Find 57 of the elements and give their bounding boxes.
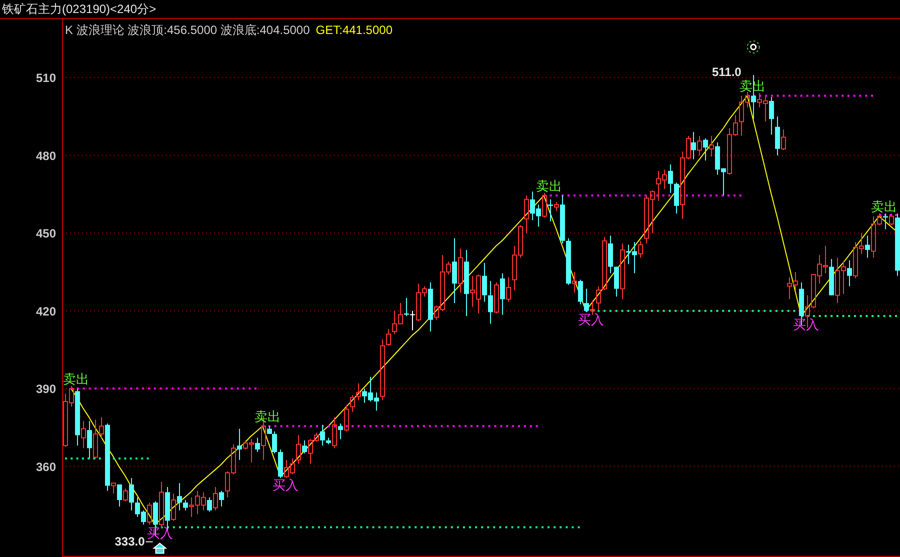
candlestick <box>775 116 780 156</box>
subtitle: K 波浪理论 波浪顶:456.5000 波浪底:404.5000 <box>65 23 310 37</box>
candlestick <box>506 276 511 302</box>
candlestick <box>865 235 870 258</box>
candlestick <box>452 238 457 304</box>
candlestick <box>572 271 577 294</box>
candlestick <box>703 138 708 162</box>
candlestick <box>488 280 493 324</box>
title: 铁矿石主力(023190)<240分> <box>2 2 156 16</box>
ytick-label: 510 <box>36 71 56 86</box>
candlestick <box>614 266 619 298</box>
candlestick <box>883 213 888 230</box>
candlestick <box>709 135 714 158</box>
candlestick <box>177 482 182 511</box>
value-label: 买入 <box>272 478 298 493</box>
annotation: 333.0 <box>114 534 145 548</box>
candlestick <box>129 477 134 511</box>
candlestick <box>500 272 505 316</box>
candlestick <box>691 132 696 160</box>
candlestick <box>578 279 583 305</box>
ytick-label: 480 <box>36 148 56 163</box>
annotation: 511.0 <box>712 65 742 79</box>
candlestick <box>548 198 553 222</box>
candlestick <box>584 288 589 313</box>
candlestick <box>87 420 92 460</box>
value-label: 卖出 <box>62 372 89 387</box>
candlestick <box>608 235 613 274</box>
value-label: 卖出 <box>871 199 898 214</box>
candlestick <box>237 428 242 460</box>
value-label: 买入 <box>146 526 173 541</box>
candlestick <box>81 420 86 449</box>
candlestick <box>674 182 679 214</box>
candlestick <box>272 430 277 454</box>
candlestick <box>219 490 224 507</box>
ytick-label: 360 <box>36 460 56 474</box>
value-label: 卖出 <box>254 409 281 424</box>
value-label: 买入 <box>793 317 820 332</box>
series-name: GET:441.5000 <box>316 23 393 37</box>
candlestick <box>207 496 212 512</box>
candlestick <box>338 423 343 440</box>
candlestick <box>847 260 852 287</box>
candlestick <box>482 262 487 302</box>
candlestick <box>255 437 260 453</box>
candlestick <box>302 440 307 454</box>
value-label: 卖出 <box>536 178 562 194</box>
candlestick <box>117 484 122 507</box>
candlestick <box>620 242 625 300</box>
candlestick <box>668 164 673 194</box>
candlestick <box>183 499 188 511</box>
candlestick <box>410 310 416 331</box>
ytick-label: 420 <box>36 304 56 318</box>
ytick-label: 450 <box>36 226 56 241</box>
candlestick <box>320 424 325 446</box>
candlestick <box>458 248 463 294</box>
ytick-label: 390 <box>36 382 56 396</box>
value-label: 买入 <box>578 312 604 327</box>
candlestick <box>769 96 774 136</box>
